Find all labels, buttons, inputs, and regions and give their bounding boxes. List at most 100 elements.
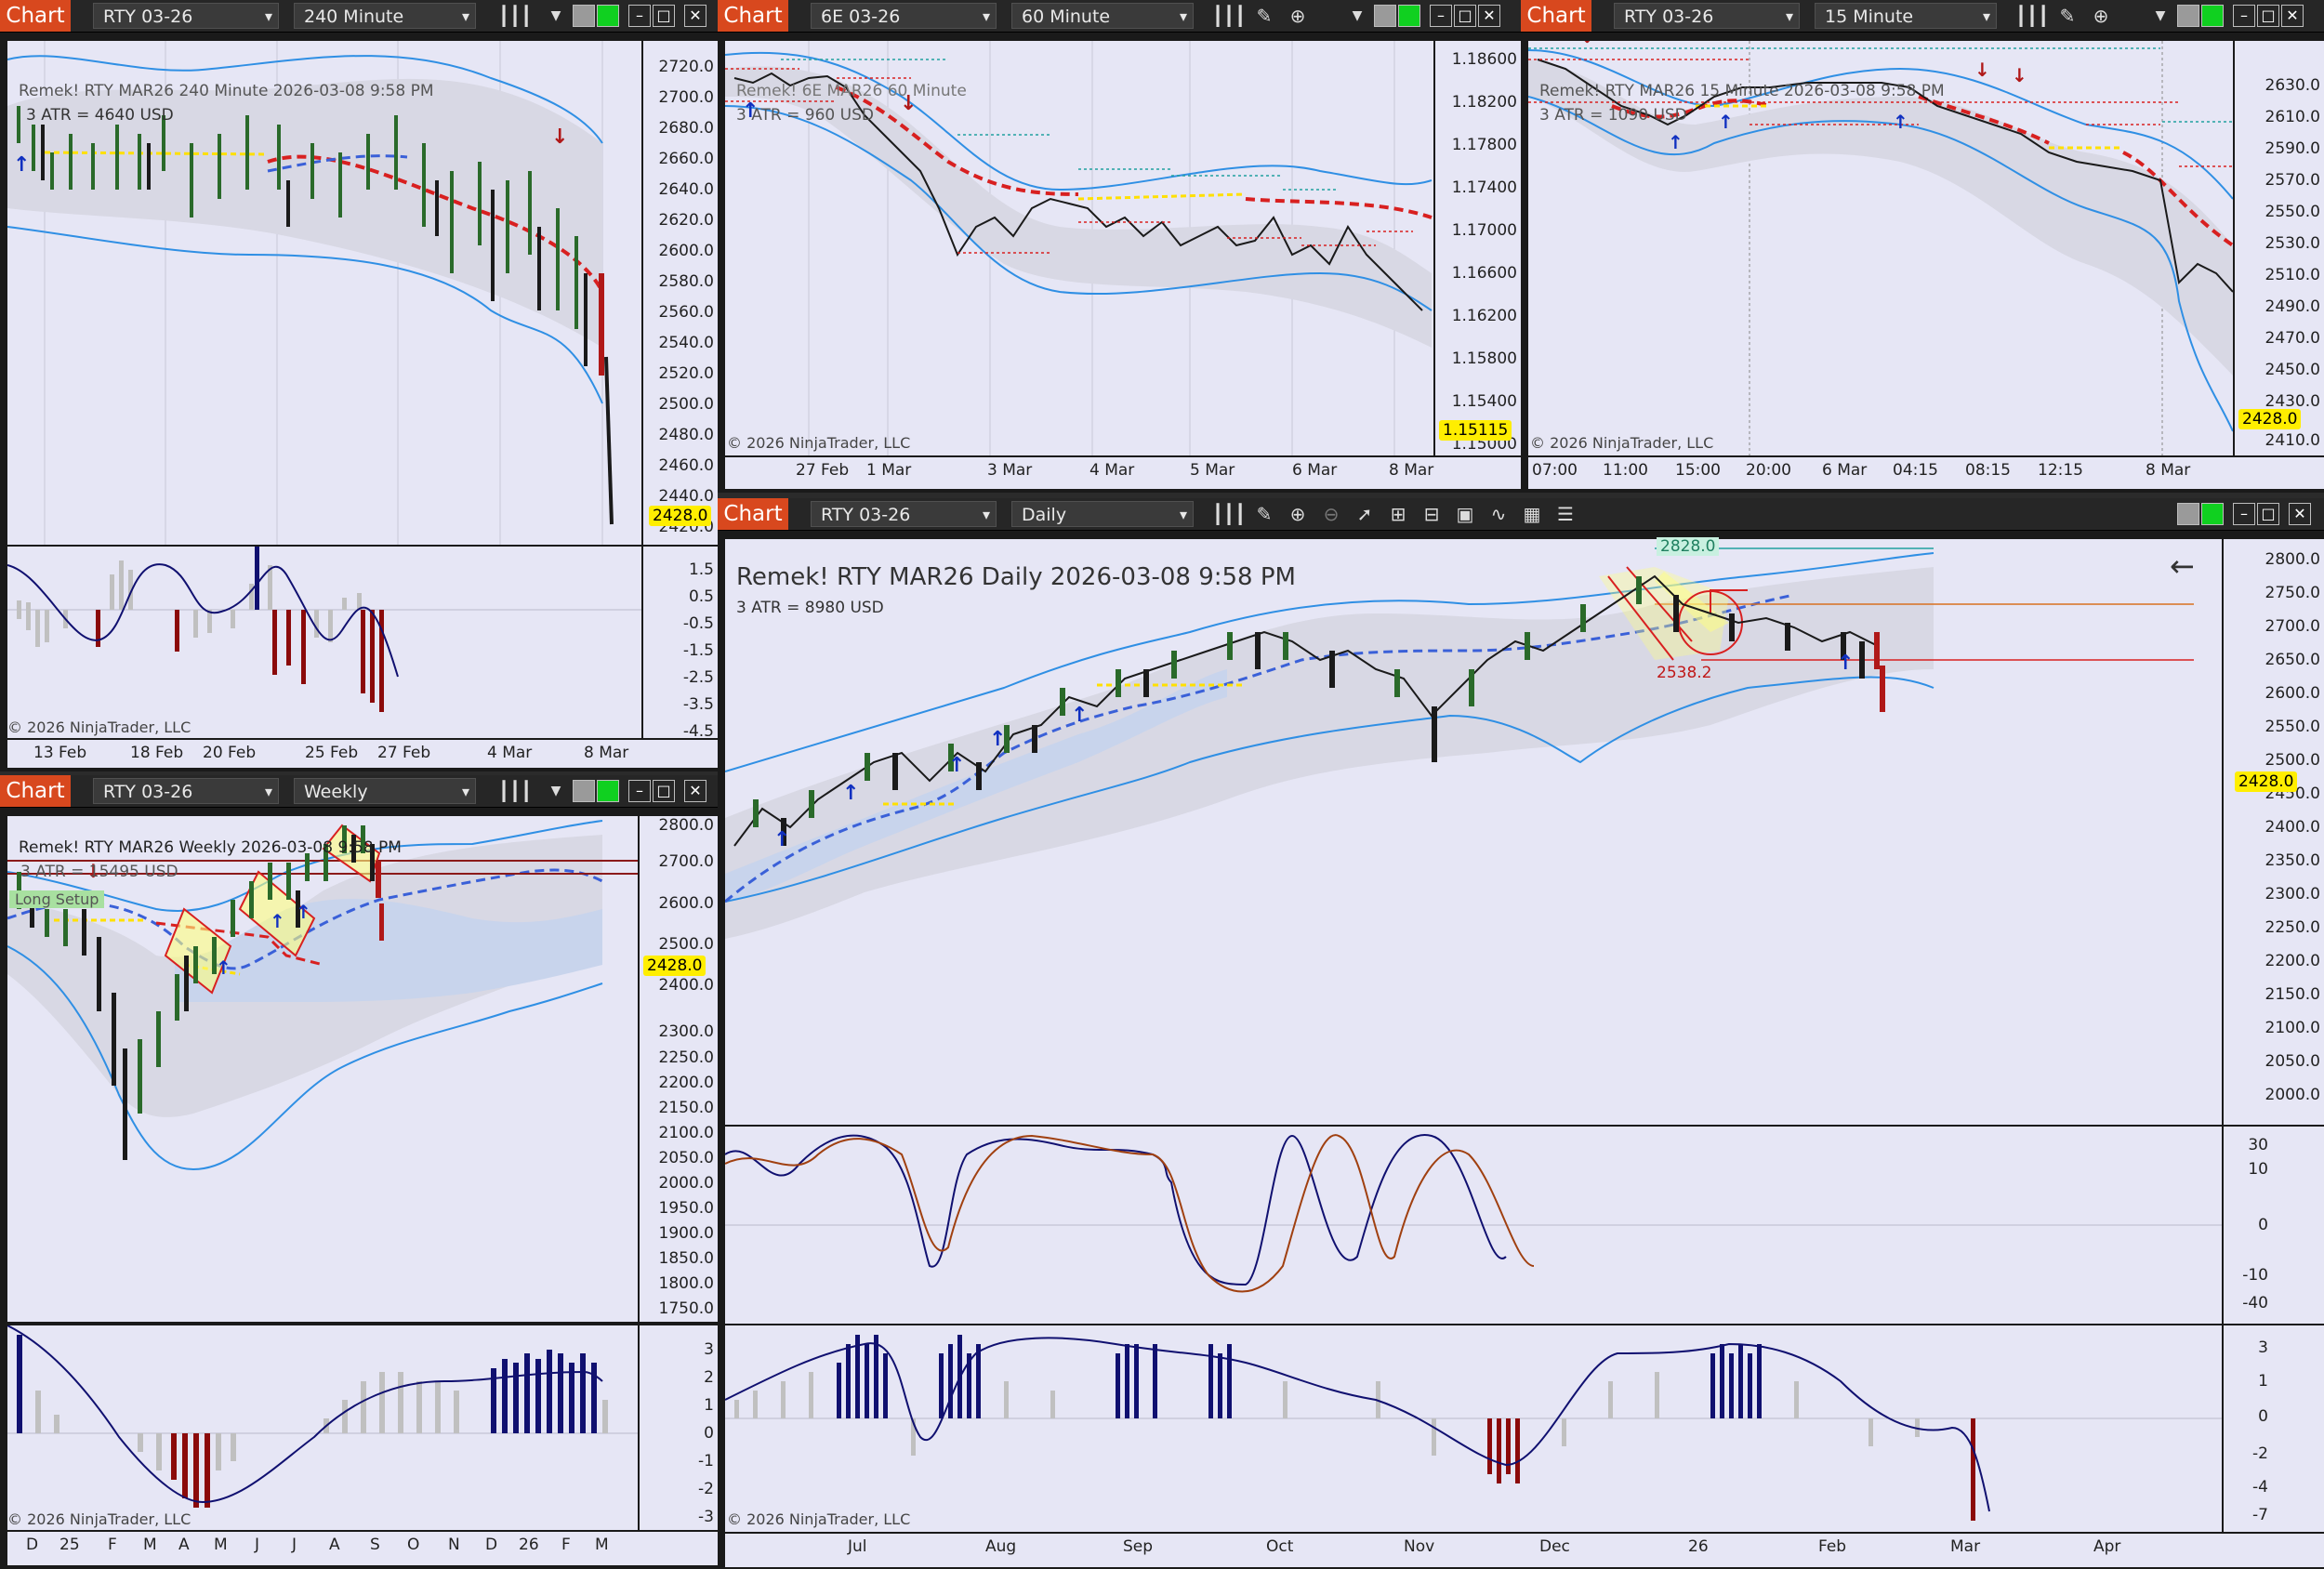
back-arrow-icon[interactable]: ← <box>2170 548 2195 584</box>
link-gray-button[interactable] <box>2177 503 2199 525</box>
price-panel[interactable]: ↑ ↑ ↑ ↓ Remek! RTY MAR26 Weekly 2026-03-… <box>7 816 638 1322</box>
pencil-icon[interactable]: ✎ <box>1256 503 1273 525</box>
ind-tick: 0 <box>2258 1407 2268 1426</box>
screenshot-icon[interactable]: ▣ <box>1456 503 1474 525</box>
zoom-in-icon[interactable]: ⊕ <box>2093 5 2109 27</box>
link-gray-button[interactable] <box>573 5 595 27</box>
price-axis[interactable]: 2630.0 2610.0 2590.0 2570.0 2550.0 2530.… <box>2235 41 2324 455</box>
close-button[interactable]: ✕ <box>684 780 706 802</box>
indicator-panel[interactable]: © 2026 NinjaTrader, LLC <box>7 547 641 738</box>
minimize-button[interactable]: – <box>2233 5 2255 27</box>
close-button[interactable]: ✕ <box>2281 5 2304 27</box>
interval-selector[interactable]: 15 Minute ▾ <box>1815 3 1997 29</box>
link-green-button[interactable] <box>2201 503 2224 525</box>
time-axis[interactable]: 07:00 11:00 15:00 20:00 6 Mar 04:15 08:1… <box>1528 457 2324 489</box>
price-axis[interactable]: 1.18600 1.18200 1.17800 1.17400 1.17000 … <box>1435 41 1521 455</box>
dropdown-arrow-icon[interactable]: ▼ <box>550 8 561 23</box>
close-button[interactable]: ✕ <box>684 5 706 27</box>
chart-menu-button[interactable]: Chart <box>718 498 788 530</box>
instrument-selector[interactable]: 6E 03-26 ▾ <box>811 3 997 29</box>
instrument-selector[interactable]: RTY 03-26 ▾ <box>93 3 279 29</box>
oscillator-panel[interactable] <box>725 1127 2222 1324</box>
price-axis[interactable]: 2800.0 2750.0 2700.0 2650.0 2600.0 2550.… <box>2224 539 2324 1125</box>
y-tick: 2640.0 <box>658 180 714 199</box>
indicator-axis[interactable]: 1.5 0.5 -0.5 -1.5 -2.5 -3.5 -4.5 <box>643 547 718 741</box>
y-tick: 2650.0 <box>2265 651 2320 669</box>
oscillator-axis[interactable]: 30 10 0 -10 -40 <box>2224 1127 2324 1324</box>
pencil-icon[interactable]: ✎ <box>1256 5 1273 27</box>
minimize-button[interactable]: – <box>628 780 651 802</box>
zoom-in-icon[interactable]: ⊕ <box>1289 5 1306 27</box>
zoom-out-icon[interactable]: ⊖ <box>1323 503 1340 525</box>
interval-selector[interactable]: 240 Minute ▾ <box>294 3 476 29</box>
x-tick: Apr <box>2093 1537 2121 1556</box>
link-green-button[interactable] <box>597 780 619 802</box>
link-green-button[interactable] <box>2201 5 2224 27</box>
indicator-panel[interactable]: © 2026 NinjaTrader, LLC <box>7 1325 638 1530</box>
y-tick: 2460.0 <box>658 456 714 475</box>
time-axis[interactable]: D 25 F M A M J J A S O N D 26 F M <box>7 1532 718 1565</box>
strategies-icon[interactable]: ∿ <box>1490 503 1507 525</box>
maximize-button[interactable]: □ <box>1454 5 1476 27</box>
price-panel[interactable]: ↑ ↓ Remek! 6E MAR26 60 Minute 3 ATR = 96… <box>725 41 1433 455</box>
properties-icon[interactable]: ⊟ <box>1423 503 1440 525</box>
link-gray-button[interactable] <box>1374 5 1396 27</box>
instrument-selector[interactable]: RTY 03-26 ▾ <box>1614 3 1800 29</box>
link-green-button[interactable] <box>1398 5 1420 27</box>
chart-menu-button[interactable]: Chart <box>0 775 71 807</box>
close-button[interactable]: ✕ <box>1478 5 1500 27</box>
bar-style-icon[interactable]: ┃┃┃ <box>498 780 533 802</box>
price-panel[interactable]: ↑ ↓ Remek! RTY MAR26 240 Minute 2026-03-… <box>7 41 641 545</box>
bar-style-icon[interactable]: ┃┃┃ <box>1212 5 1247 27</box>
instrument-selector[interactable]: RTY 03-26 ▾ <box>811 501 997 527</box>
price-axis[interactable]: 2720.0 2700.0 2680.0 2660.0 2640.0 2620.… <box>643 41 718 545</box>
instrument-selector[interactable]: RTY 03-26 ▾ <box>93 778 279 804</box>
y-tick: 2750.0 <box>2265 584 2320 602</box>
interval-selector[interactable]: 60 Minute ▾ <box>1011 3 1194 29</box>
y-tick: 2700.0 <box>2265 617 2320 636</box>
price-panel[interactable]: ↑ ↑ ↑ ↑ ↑ ↑ 2828.0 2538.2 Remek! RTY MAR… <box>725 537 2222 1125</box>
link-gray-button[interactable] <box>573 780 595 802</box>
time-axis[interactable]: 27 Feb 1 Mar 3 Mar 4 Mar 5 Mar 6 Mar 8 M… <box>725 457 1521 489</box>
dropdown-arrow-icon[interactable]: ▼ <box>1352 8 1363 23</box>
chart-menu-button[interactable]: Chart <box>1521 0 1591 32</box>
price-panel[interactable]: ↑ ↑ ↑ ↓ ↓ ↓ Remek! RTY MAR26 15 Minute 2… <box>1528 41 2233 455</box>
minimize-button[interactable]: – <box>1430 5 1452 27</box>
indicator-axis[interactable]: 3 1 0 -2 -4 -7 <box>2224 1325 2324 1532</box>
link-gray-button[interactable] <box>2177 5 2199 27</box>
indicator-panel[interactable]: © 2026 NinjaTrader, LLC <box>725 1325 2222 1532</box>
bar-style-icon[interactable]: ┃┃┃ <box>1212 503 1247 525</box>
data-box-icon[interactable]: ⊞ <box>1390 503 1406 525</box>
bar-style-icon[interactable]: ┃┃┃ <box>498 5 533 27</box>
y-tick: 2150.0 <box>2265 985 2320 1004</box>
y-tick: 2430.0 <box>2265 392 2320 411</box>
minimize-button[interactable]: – <box>628 5 651 27</box>
maximize-button[interactable]: □ <box>653 5 675 27</box>
link-green-button[interactable] <box>597 5 619 27</box>
calculator-icon[interactable]: ▦ <box>1523 503 1541 525</box>
pencil-icon[interactable]: ✎ <box>2059 5 2076 27</box>
bar-style-icon[interactable]: ┃┃┃ <box>2015 5 2050 27</box>
dropdown-arrow-icon[interactable]: ▼ <box>2155 8 2166 23</box>
maximize-button[interactable]: □ <box>2257 5 2279 27</box>
time-axis[interactable]: 13 Feb 18 Feb 20 Feb 25 Feb 27 Feb 4 Mar… <box>7 740 718 768</box>
y-tick: 2500.0 <box>2265 751 2320 770</box>
dropdown-arrow-icon[interactable]: ▼ <box>550 784 561 798</box>
maximize-button[interactable]: □ <box>2257 503 2279 525</box>
interval-selector[interactable]: Weekly ▾ <box>294 778 476 804</box>
chart-menu-button[interactable]: Chart <box>0 0 71 32</box>
chart-menu-button[interactable]: Chart <box>718 0 788 32</box>
list-icon[interactable]: ☰ <box>1557 503 1574 525</box>
zoom-in-icon[interactable]: ⊕ <box>1289 503 1306 525</box>
x-tick: 18 Feb <box>130 744 184 762</box>
pointer-icon[interactable]: ➚ <box>1356 503 1373 525</box>
minimize-button[interactable]: – <box>2233 503 2255 525</box>
close-button[interactable]: ✕ <box>2289 503 2311 525</box>
time-axis[interactable]: Jul Aug Sep Oct Nov Dec 26 Feb Mar Apr <box>725 1534 2324 1567</box>
x-tick: J <box>255 1536 260 1554</box>
maximize-button[interactable]: □ <box>653 780 675 802</box>
price-axis[interactable]: 2800.0 2700.0 2600.0 2500.0 2400.0 2300.… <box>640 816 718 1322</box>
interval-selector[interactable]: Daily ▾ <box>1011 501 1194 527</box>
indicator-axis[interactable]: 3 2 1 0 -1 -2 -3 <box>640 1325 718 1530</box>
fast-line <box>725 1134 1507 1286</box>
